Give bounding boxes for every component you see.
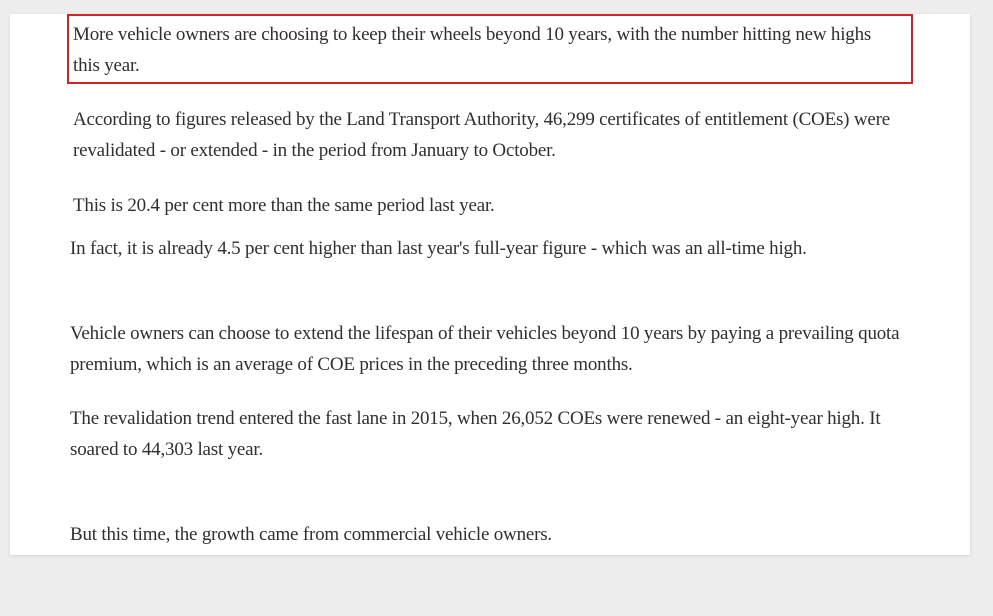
article-paragraph: The revalidation trend entered the fast …: [70, 408, 881, 460]
article-paragraph: But this time, the growth came from comm…: [70, 524, 552, 545]
article-paragraph: This is 20.4 per cent more than the same…: [73, 195, 495, 216]
article-paragraph: Vehicle owners can choose to extend the …: [70, 323, 900, 375]
article-paragraph-lead: More vehicle owners are choosing to keep…: [73, 24, 872, 76]
highlight-box: [67, 14, 913, 84]
article-card: [10, 14, 970, 555]
article-paragraph: According to figures released by the Lan…: [73, 109, 890, 161]
article-paragraph: In fact, it is already 4.5 per cent high…: [70, 238, 807, 259]
